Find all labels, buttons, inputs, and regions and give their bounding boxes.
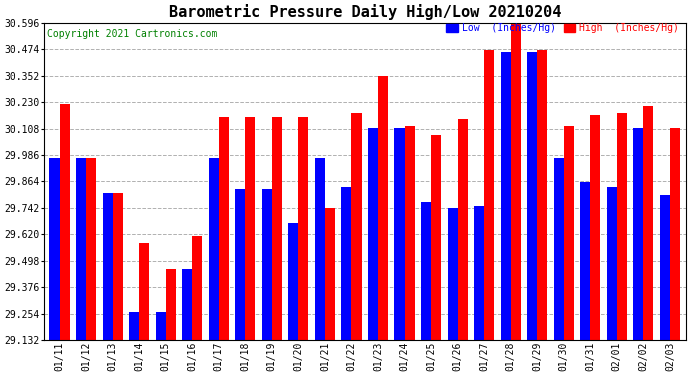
- Bar: [298, 117, 308, 340]
- Bar: [404, 126, 415, 340]
- Bar: [208, 158, 219, 340]
- Bar: [421, 202, 431, 340]
- Bar: [245, 117, 255, 340]
- Bar: [368, 128, 378, 340]
- Bar: [325, 208, 335, 340]
- Bar: [633, 128, 643, 340]
- Bar: [474, 206, 484, 340]
- Bar: [351, 113, 362, 340]
- Bar: [670, 128, 680, 340]
- Bar: [155, 312, 166, 340]
- Bar: [457, 119, 468, 340]
- Bar: [342, 187, 351, 340]
- Bar: [564, 126, 574, 340]
- Bar: [580, 182, 590, 340]
- Bar: [193, 237, 202, 340]
- Bar: [139, 243, 149, 340]
- Title: Barometric Pressure Daily High/Low 20210204: Barometric Pressure Daily High/Low 20210…: [168, 4, 561, 20]
- Bar: [59, 104, 70, 340]
- Bar: [378, 76, 388, 340]
- Bar: [448, 208, 457, 340]
- Bar: [607, 187, 617, 340]
- Bar: [166, 269, 176, 340]
- Bar: [182, 269, 193, 340]
- Bar: [86, 158, 96, 340]
- Bar: [431, 135, 441, 340]
- Bar: [590, 115, 600, 340]
- Bar: [272, 117, 282, 340]
- Bar: [617, 113, 627, 340]
- Bar: [103, 193, 112, 340]
- Bar: [660, 195, 670, 340]
- Bar: [553, 158, 564, 340]
- Bar: [129, 312, 139, 340]
- Bar: [50, 158, 59, 340]
- Bar: [112, 193, 123, 340]
- Bar: [76, 158, 86, 340]
- Bar: [288, 224, 298, 340]
- Bar: [235, 189, 245, 340]
- Text: Copyright 2021 Cartronics.com: Copyright 2021 Cartronics.com: [47, 29, 217, 39]
- Bar: [511, 22, 521, 340]
- Bar: [643, 106, 653, 340]
- Legend: Low  (Inches/Hg), High  (Inches/Hg): Low (Inches/Hg), High (Inches/Hg): [444, 21, 681, 35]
- Bar: [262, 189, 272, 340]
- Bar: [219, 117, 229, 340]
- Bar: [395, 128, 404, 340]
- Bar: [484, 50, 494, 340]
- Bar: [538, 50, 547, 340]
- Bar: [315, 158, 325, 340]
- Bar: [527, 52, 538, 340]
- Bar: [500, 52, 511, 340]
